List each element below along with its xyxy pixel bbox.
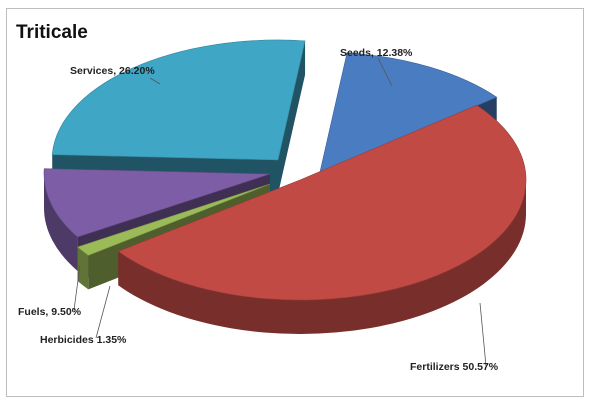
slice-side-fuels-0 <box>44 174 78 271</box>
slice-fertilizers <box>117 104 527 301</box>
slice-wall-services-1 <box>278 40 306 195</box>
leader-line-herbicides <box>95 285 111 339</box>
leader-line-fuels <box>73 264 81 311</box>
slice-side-herbicides-0 <box>77 246 89 290</box>
slice-fuels <box>43 168 271 238</box>
leader-line-services <box>149 77 161 85</box>
slice-label-seeds: Seeds, 12.38% <box>340 47 413 59</box>
slice-label-herbicides: Herbicides 1.35% <box>40 334 127 346</box>
leader-line-fertilizers <box>479 302 487 367</box>
slice-herbicides <box>77 183 271 256</box>
slice-label-fertilizers: Fertilizers 50.57% <box>410 361 499 373</box>
slice-seeds <box>319 52 498 173</box>
chart-title: Triticale <box>16 22 88 43</box>
pie-tops <box>43 39 527 301</box>
slice-label-services: Services, 26.20% <box>70 65 155 77</box>
slice-label-fuels: Fuels, 9.50% <box>18 306 82 318</box>
leader-line-seeds <box>377 57 393 87</box>
slice-side-fertilizers-0 <box>118 180 526 334</box>
slice-services <box>51 39 306 161</box>
slice-labels: Seeds, 12.38% Fertilizers 50.57% Herbicide… <box>18 47 499 373</box>
